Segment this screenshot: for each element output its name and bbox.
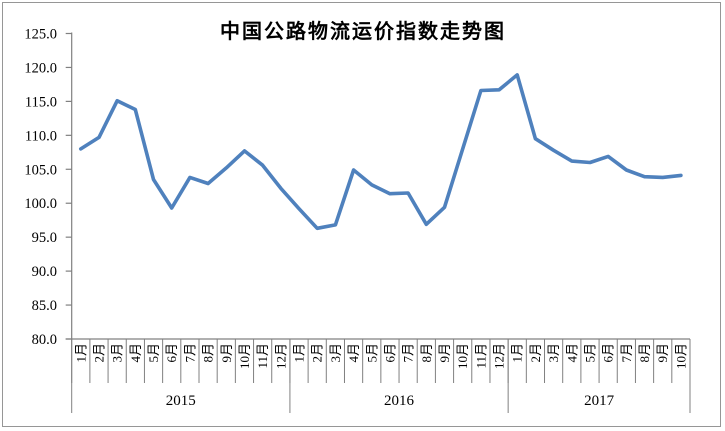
index-line [79,73,683,231]
month-label: 6月 [382,343,397,363]
month-label: 1月 [292,343,307,363]
month-label: 4月 [128,343,143,363]
month-label: 11月 [255,343,270,369]
y-tick-label: 90.0 [32,264,57,280]
month-label: 10月 [237,343,252,369]
month-label: 6月 [164,343,179,363]
month-label: 12月 [273,343,288,369]
y-tick-label: 105.0 [24,162,57,178]
y-tick-label: 120.0 [24,60,57,76]
series-line-group [79,73,683,231]
month-label: 9月 [219,343,234,363]
y-axis: 125.0 120.0 115.0 110.0 105.0 100.0 95.0 90.0 85… [24,27,73,348]
month-label: 9月 [437,343,452,363]
y-tick-label: 110.0 [25,128,57,144]
month-label: 5月 [146,343,161,363]
month-label: 4月 [564,343,579,363]
year-label: 2015 [166,393,196,409]
y-tick-label: 85.0 [32,298,57,314]
month-label: 2月 [528,343,543,363]
y-tick-label: 80.0 [32,332,57,348]
month-label: 2月 [91,343,106,363]
month-label: 1月 [510,343,525,363]
y-tick-label: 100.0 [24,196,57,212]
month-label: 11月 [473,343,488,369]
month-label: 2月 [310,343,325,363]
y-tick-label: 95.0 [32,230,57,246]
year-label: 2016 [384,393,415,409]
month-label: 12月 [492,343,507,369]
month-label: 6月 [601,343,616,363]
year-label: 2017 [584,393,615,409]
x-axis: 1月 2月 3月 4月 5月 6月 7月 8月 9月 10月 11月 12月 1月 2月 3月 4月 5月 6月 7… [65,338,691,413]
y-tick-label: 125.0 [24,27,57,43]
chart-title: 中国公路物流运价指数走势图 [220,19,506,43]
month-label: 7月 [619,343,634,363]
month-label: 9月 [655,343,670,363]
month-label: 8月 [201,343,216,363]
month-label: 4月 [346,343,361,363]
month-label: 8月 [637,343,652,363]
month-label: 7月 [182,343,197,363]
month-label: 5月 [582,343,597,363]
month-label: 1月 [73,343,88,363]
month-label: 3月 [328,343,343,363]
month-label: 3月 [546,343,561,363]
month-label: 8月 [419,343,434,363]
month-label: 10月 [673,343,688,369]
month-label: 7月 [401,343,416,363]
month-label: 5月 [364,343,379,363]
month-label: 3月 [110,343,125,363]
month-label: 10月 [455,343,470,369]
y-tick-label: 115.0 [25,94,57,110]
